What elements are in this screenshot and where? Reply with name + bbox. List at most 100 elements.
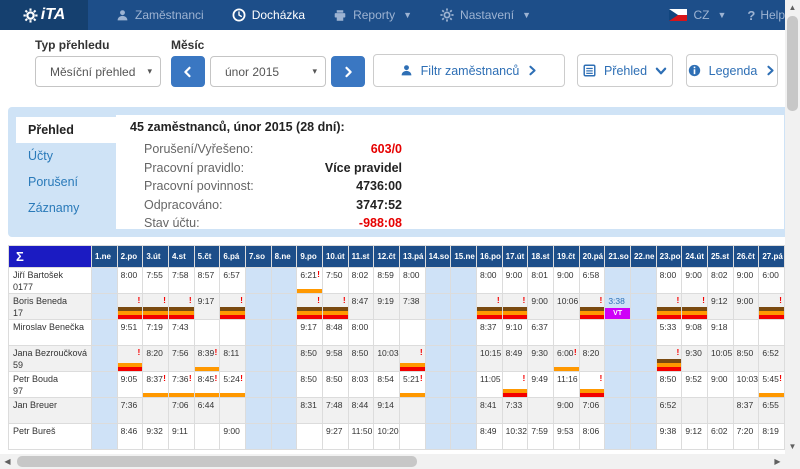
day-cell[interactable]: 9:14 [374,398,399,423]
app-logo[interactable]: iTA [0,0,88,30]
day-cell[interactable] [245,320,271,345]
column-header-day[interactable]: 25.st [707,246,733,267]
day-cell[interactable]: 6:00! [553,346,579,371]
day-cell[interactable]: 9:30 [528,346,553,371]
nav-item-nastaveni[interactable]: Nastavení ▼ [440,8,531,22]
column-header-day[interactable]: 4.st [168,246,194,267]
day-cell[interactable]: 8:50 [733,346,759,371]
tab-prehled[interactable]: Přehled [16,117,116,143]
day-cell[interactable] [605,424,630,449]
day-cell[interactable]: 8:01 [528,268,553,293]
day-cell[interactable] [451,346,476,371]
day-cell[interactable] [451,268,476,293]
day-cell[interactable]: 5:33 [656,320,682,345]
day-cell[interactable] [425,398,451,423]
employee-name-cell[interactable]: Jana Bezroučková 59 [9,346,91,371]
column-header-day[interactable]: 19.čt [553,246,579,267]
nav-item-dochazka[interactable]: Docházka [232,8,305,22]
day-cell[interactable] [451,424,476,449]
day-cell[interactable]: 7:48 [322,398,348,423]
column-header-day[interactable]: 22.ne [630,246,656,267]
day-cell[interactable] [194,320,220,345]
day-cell[interactable]: 9:30 [682,346,707,371]
day-cell[interactable]: 8:59 [374,268,399,293]
day-cell[interactable]: 3:38 VT [605,294,630,319]
column-header-day[interactable]: 9.po [297,246,322,267]
day-cell[interactable]: 9:00 [553,398,579,423]
tab-zaznamy[interactable]: Záznamy [28,201,80,215]
day-cell[interactable]: 9:00 [553,268,579,293]
day-cell[interactable]: 6:00 [759,268,784,293]
vertical-scrollbar[interactable]: ▲ ▼ [785,0,800,454]
day-cell[interactable]: 7:33 [502,398,528,423]
day-cell[interactable]: 8:41 [476,398,502,423]
day-cell[interactable] [682,398,707,423]
day-cell[interactable]: 6:55 [759,398,784,423]
day-cell[interactable]: ! [220,294,245,319]
day-cell[interactable]: 9:00 [707,372,733,397]
day-cell[interactable]: 6:52 [759,346,784,371]
day-cell[interactable] [630,398,656,423]
day-cell[interactable]: 9:10 [502,320,528,345]
day-cell[interactable]: ! [399,346,425,371]
day-cell[interactable]: ! [297,294,322,319]
language-selector[interactable]: CZ ▼ [669,8,726,22]
column-header-day[interactable]: 16.po [476,246,502,267]
column-header-day[interactable]: 23.po [656,246,682,267]
day-cell[interactable] [92,268,117,293]
column-header-day[interactable]: 12.čt [374,246,399,267]
day-cell[interactable]: 7:06 [579,398,605,423]
day-cell[interactable]: 7:43 [168,320,194,345]
day-cell[interactable]: ! [117,294,143,319]
day-cell[interactable] [630,424,656,449]
day-cell[interactable] [605,320,630,345]
day-cell[interactable] [451,294,476,319]
day-cell[interactable] [271,398,297,423]
day-cell[interactable]: 7:36! [168,372,194,397]
day-cell[interactable]: ! [502,372,528,397]
day-cell[interactable]: 8:31 [297,398,322,423]
day-cell[interactable] [399,320,425,345]
next-month-button[interactable] [331,56,365,87]
day-cell[interactable]: 7:06 [168,398,194,423]
day-cell[interactable] [220,398,245,423]
day-cell[interactable] [630,268,656,293]
day-cell[interactable]: 5:21! [399,372,425,397]
day-cell[interactable]: 6:58 [579,268,605,293]
day-cell[interactable] [605,398,630,423]
scroll-down-arrow[interactable]: ▼ [788,442,797,451]
report-type-select[interactable]: Měsíční přehled ▾ [35,56,161,87]
day-cell[interactable] [92,372,117,397]
day-cell[interactable] [451,372,476,397]
column-header-day[interactable]: 2.po [117,246,143,267]
column-header-day[interactable]: 5.čt [194,246,220,267]
day-cell[interactable] [271,268,297,293]
nav-item-zamestnanci[interactable]: Zaměstnanci [116,8,204,22]
day-cell[interactable]: 8:19 [759,424,784,449]
day-cell[interactable]: ! [168,294,194,319]
employee-name-cell[interactable]: Petr Bureš [9,424,91,449]
column-header-day[interactable]: 1.ne [92,246,117,267]
day-cell[interactable]: 9:00 [528,294,553,319]
day-cell[interactable] [399,424,425,449]
month-select[interactable]: únor 2015 ▾ [210,56,326,87]
day-cell[interactable]: 8:03 [348,372,374,397]
day-cell[interactable]: ! [656,346,682,371]
day-cell[interactable]: 9:00 [682,268,707,293]
day-cell[interactable] [399,398,425,423]
day-cell[interactable]: ! [143,294,168,319]
column-header-day[interactable]: 14.so [425,246,451,267]
day-cell[interactable]: 8:00 [399,268,425,293]
day-cell[interactable] [425,424,451,449]
day-cell[interactable] [297,424,322,449]
day-cell[interactable] [528,398,553,423]
scroll-up-arrow[interactable]: ▲ [788,3,797,12]
day-cell[interactable]: 8:54 [374,372,399,397]
day-cell[interactable]: 8:45! [194,372,220,397]
day-cell[interactable]: 6:02 [707,424,733,449]
column-header-day[interactable]: 13.pá [399,246,425,267]
day-cell[interactable]: 8:02 [707,268,733,293]
day-cell[interactable] [271,424,297,449]
day-cell[interactable] [245,424,271,449]
day-cell[interactable]: 6:57 [220,268,245,293]
